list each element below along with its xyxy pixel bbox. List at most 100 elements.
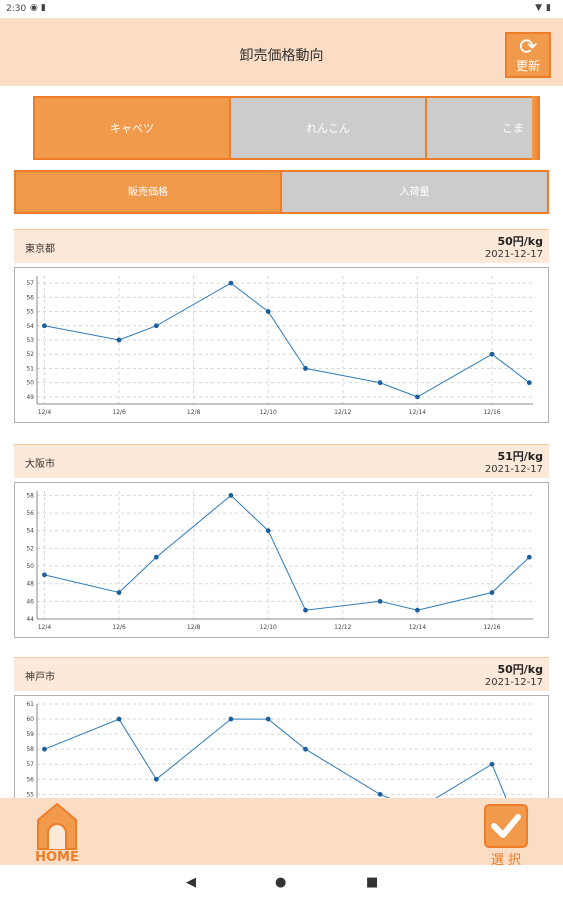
price-date: 2021-12-17 <box>484 677 543 688</box>
data-point <box>526 380 532 386</box>
tab-label: れんこん <box>306 122 350 135</box>
y-tick-label: 54 <box>26 528 34 535</box>
x-tick-label: 12/6 <box>112 409 126 416</box>
data-point <box>228 493 234 498</box>
y-tick-label: 57 <box>26 280 34 287</box>
data-point <box>42 323 47 329</box>
y-tick-label: 55 <box>26 309 34 316</box>
price-chart-kobe: 535455565758596061 <box>14 695 549 798</box>
panel-header: 神戸市 50円/kg 2021-12-17 <box>14 657 549 691</box>
data-point <box>489 590 495 595</box>
x-tick-label: 12/4 <box>38 409 52 416</box>
x-tick-label: 12/16 <box>483 624 500 631</box>
y-tick-label: 56 <box>26 510 34 517</box>
refresh-label: 更新 <box>515 59 540 73</box>
data-point <box>42 572 47 578</box>
y-tick-label: 54 <box>26 323 34 330</box>
tab-cabbage[interactable]: キャベツ <box>33 96 231 160</box>
y-tick-label: 52 <box>26 351 34 358</box>
recents-icon[interactable]: ■ <box>366 875 379 890</box>
line-chart: 44 46 48 50 52 54 56 58 12/4 12/6 12/8 12/10 12/12 12… <box>26 491 533 631</box>
y-tick-label: 52 <box>26 545 34 552</box>
y-tick-label: 55 <box>26 791 34 798</box>
line-chart: 49 50 51 52 53 54 55 56 57 12/4 12/6 12/8 12/10 12/12… <box>26 276 533 416</box>
y-tick-label: 49 <box>26 394 34 401</box>
data-point <box>153 554 159 560</box>
vegetable-tabs: キャベツ れんこん こまつ <box>33 96 540 160</box>
price-panel-tokyo: 東京都 50円/kg 2021-12-17 49 50 51 52 53 54 55 56 57… <box>14 229 549 429</box>
city-name: 東京都 <box>25 244 55 255</box>
home-label: HOME <box>35 850 79 865</box>
back-icon[interactable]: ◀ <box>186 875 196 890</box>
city-name: 大阪市 <box>25 459 55 470</box>
y-tick-label: 56 <box>26 294 34 301</box>
panel-header: 大阪市 51円/kg 2021-12-17 <box>14 444 549 478</box>
line-chart: 535455565758596061 <box>26 701 533 798</box>
y-tick-label: 61 <box>26 701 34 708</box>
data-point <box>153 323 159 329</box>
tab-arrival-volume[interactable]: 入荷量 <box>280 170 549 214</box>
series-line <box>44 718 507 798</box>
price-value: 50円/kg <box>497 663 543 676</box>
refresh-button[interactable]: ⟳ 更新 <box>505 32 551 78</box>
x-tick-label: 12/4 <box>38 624 52 631</box>
y-tick-label: 50 <box>26 380 34 387</box>
price-date: 2021-12-17 <box>484 249 543 260</box>
x-tick-label: 12/12 <box>334 409 351 416</box>
x-tick-label: 12/6 <box>112 624 126 631</box>
tab-label: キャベツ <box>110 122 154 135</box>
city-name: 神戸市 <box>25 672 55 683</box>
home-button[interactable]: HOME <box>34 801 80 865</box>
y-tick-label: 57 <box>26 761 34 768</box>
data-point <box>414 607 420 613</box>
home-nav-icon[interactable]: ● <box>275 875 287 890</box>
data-point <box>228 280 234 286</box>
x-tick-label: 12/10 <box>260 409 277 416</box>
data-point <box>489 761 495 767</box>
y-tick-label: 46 <box>26 598 34 605</box>
data-point <box>265 528 271 534</box>
y-tick-label: 58 <box>26 492 34 499</box>
checkmark-icon <box>484 804 528 848</box>
select-label: 選 択 <box>490 853 522 868</box>
app-header: 卸売価格動向 <box>0 18 563 86</box>
tab-sales-price[interactable]: 販売価格 <box>14 170 282 214</box>
y-tick-label: 48 <box>26 581 34 588</box>
y-tick-label: 53 <box>26 337 34 344</box>
data-point <box>377 791 383 797</box>
y-tick-label: 60 <box>26 716 34 723</box>
data-point <box>116 590 122 595</box>
data-point <box>116 337 122 343</box>
page-title: 卸売価格動向 <box>239 48 324 64</box>
data-point <box>265 309 271 314</box>
x-tick-label: 12/14 <box>409 409 426 416</box>
tab-lotus-root[interactable]: れんこん <box>229 96 427 160</box>
y-tick-label: 50 <box>26 563 34 570</box>
status-left-icons: ◉▮ <box>30 3 49 13</box>
price-chart-osaka: 44 46 48 50 52 54 56 58 12/4 12/6 12/8 12/10 12/12 12… <box>14 482 549 638</box>
tab-komatsuna[interactable]: こまつ <box>425 96 535 160</box>
data-point <box>42 746 47 752</box>
system-nav-bar: ◀ ● ■ <box>0 865 563 900</box>
tab-label: 入荷量 <box>399 187 430 198</box>
status-right-icons: ▼▮ <box>535 3 555 13</box>
data-point <box>377 380 383 386</box>
battery-icon: ▮ <box>546 3 555 13</box>
data-point <box>153 776 159 782</box>
x-tick-label: 12/8 <box>187 624 201 631</box>
panel-header: 東京都 50円/kg 2021-12-17 <box>14 229 549 263</box>
wifi-icon: ▼ <box>535 3 547 13</box>
y-tick-label: 51 <box>26 365 34 372</box>
home-icon <box>37 802 77 850</box>
data-point <box>489 351 495 357</box>
y-tick-label: 58 <box>26 746 34 753</box>
settings-icon: ◉ <box>30 3 41 13</box>
data-point <box>377 598 383 604</box>
refresh-icon: ⟳ <box>519 35 538 60</box>
select-button[interactable]: 選 択 <box>484 804 528 868</box>
x-tick-label: 12/10 <box>260 624 277 631</box>
sim-icon: ▮ <box>40 3 49 13</box>
price-date: 2021-12-17 <box>484 464 543 475</box>
status-time: 2:30 <box>6 4 27 14</box>
y-tick-label: 44 <box>26 616 34 623</box>
